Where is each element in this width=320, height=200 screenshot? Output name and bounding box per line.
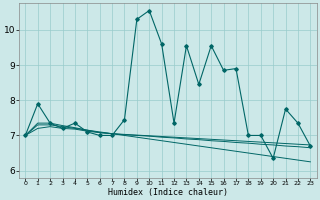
X-axis label: Humidex (Indice chaleur): Humidex (Indice chaleur) [108,188,228,197]
